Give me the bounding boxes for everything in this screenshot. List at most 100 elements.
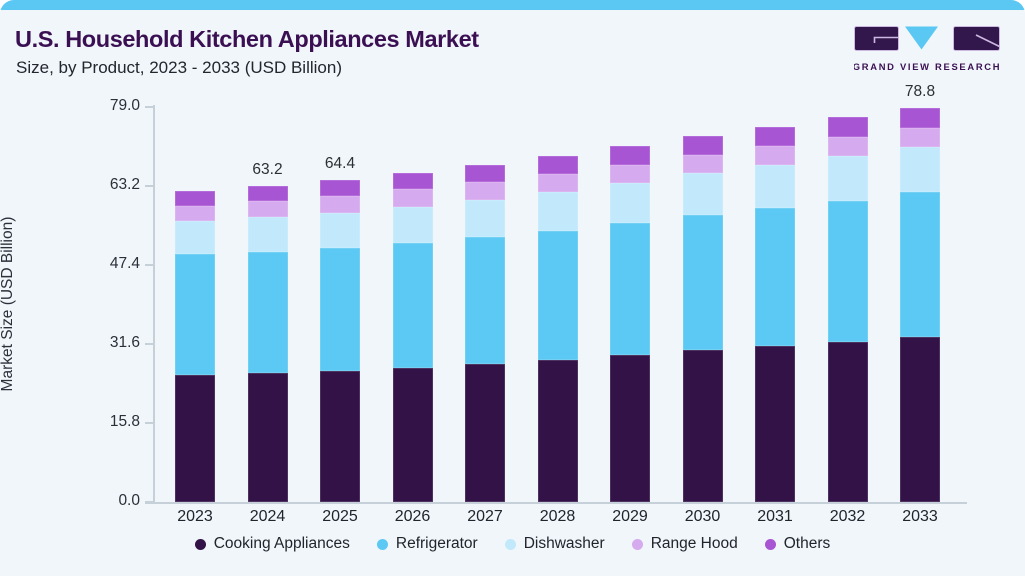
y-tick-label: 63.2 <box>109 176 140 193</box>
legend-item-others: Others <box>764 535 831 553</box>
bar-segment-others <box>392 173 433 189</box>
bar-segment-others <box>610 146 650 165</box>
y-tick-label: 31.6 <box>109 334 140 351</box>
stacked-bar-2025 <box>320 180 360 502</box>
x-tick-label-2033: 2033 <box>902 508 938 525</box>
bar-segment-range-hood <box>392 189 433 207</box>
bar-segment-range-hood <box>247 201 288 217</box>
bar-segment-refrigerator <box>465 237 505 364</box>
logo-wordmark: GRAND VIEW RESEARCH <box>854 61 1000 72</box>
legend-label: Cooking Appliances <box>213 535 350 552</box>
bar-segment-range-hood <box>827 137 868 156</box>
bar-total-label-2024: 63.2 <box>252 161 283 178</box>
y-tick-mark <box>145 185 153 187</box>
bar-segment-range-hood <box>537 173 578 192</box>
x-tick-label-2025: 2025 <box>322 508 358 525</box>
bar-segment-cooking-appliances <box>537 359 578 502</box>
bar-total-label-2033: 78.8 <box>904 83 936 100</box>
bar-segment-refrigerator <box>537 230 578 360</box>
bar-segment-cooking-appliances <box>755 345 795 502</box>
bar-segment-dishwasher <box>537 191 578 231</box>
bar-segment-others <box>175 191 215 206</box>
bar-segment-cooking-appliances <box>900 337 940 502</box>
x-tick-label-2023: 2023 <box>177 508 213 525</box>
bar-segment-others <box>682 135 723 155</box>
stacked-bar-2024 <box>247 186 288 502</box>
x-axis-line <box>145 502 967 504</box>
x-tick-label-2028: 2028 <box>539 508 576 525</box>
bar-segment-range-hood <box>682 154 723 173</box>
bar-segment-refrigerator <box>827 200 868 342</box>
logo-g-notch <box>873 36 899 43</box>
stacked-bar-2030 <box>682 135 723 502</box>
legend-dot-icon <box>194 538 206 550</box>
bar-segment-range-hood <box>610 164 650 183</box>
page-subtitle: Size, by Product, 2023 - 2033 (USD Billi… <box>16 58 342 77</box>
stacked-bar-2032 <box>827 117 868 502</box>
bar-segment-dishwasher <box>755 164 795 208</box>
y-tick-mark <box>145 343 153 345</box>
bar-segment-others <box>465 164 505 182</box>
y-tick-mark <box>145 422 153 424</box>
logo-g-shape <box>854 26 899 51</box>
stacked-bar-2031 <box>755 126 795 502</box>
legend-dot-icon <box>504 538 516 550</box>
bar-segment-range-hood <box>320 195 360 213</box>
bar-segment-cooking-appliances <box>392 367 433 502</box>
bar-segment-cooking-appliances <box>465 363 505 502</box>
x-tick-label-2031: 2031 <box>757 508 793 525</box>
bar-segment-cooking-appliances <box>682 350 723 502</box>
y-tick-label: 47.4 <box>109 255 140 272</box>
bar-segment-refrigerator <box>320 248 360 371</box>
x-tick-label-2027: 2027 <box>467 508 503 525</box>
y-axis-title: Market Size (USD Billion) <box>0 216 16 392</box>
legend-dot-icon <box>631 538 643 550</box>
bar-segment-dishwasher <box>827 156 868 201</box>
legend-item-cooking-appliances: Cooking Appliances <box>194 535 350 553</box>
y-tick-label: 79.0 <box>109 97 140 114</box>
legend-item-dishwasher: Dishwasher <box>504 535 605 553</box>
legend-label: Dishwasher <box>523 535 605 552</box>
bar-segment-cooking-appliances <box>610 355 650 502</box>
y-tick-mark <box>145 501 153 503</box>
y-axis-line <box>153 105 155 502</box>
legend-label: Others <box>783 535 831 552</box>
bar-segment-cooking-appliances <box>320 371 360 502</box>
bar-segment-dishwasher <box>610 182 650 223</box>
bar-segment-refrigerator <box>247 251 288 373</box>
bar-segment-dishwasher <box>465 199 505 237</box>
bar-segment-dishwasher <box>900 146 940 192</box>
stacked-bar-2026 <box>392 173 433 502</box>
legend-label: Range Hood <box>650 535 738 552</box>
bar-segment-refrigerator <box>682 215 723 350</box>
bar-segment-others <box>900 108 940 128</box>
top-accent-bar <box>0 0 1025 10</box>
legend-label: Refrigerator <box>395 535 478 552</box>
legend-dot-icon <box>376 538 388 550</box>
bar-segment-cooking-appliances <box>247 373 288 502</box>
logo-r-leg <box>975 34 1000 48</box>
logo-v-shape <box>905 26 938 50</box>
legend-dot-icon <box>764 538 776 550</box>
y-tick-mark <box>145 106 153 108</box>
bar-segment-others <box>827 117 868 137</box>
bar-segment-range-hood <box>175 205 215 221</box>
page-title: U.S. Household Kitchen Appliances Market <box>15 26 479 52</box>
x-tick-label-2030: 2030 <box>684 508 721 525</box>
bar-segment-others <box>755 126 795 146</box>
bar-segment-range-hood <box>900 128 940 147</box>
bar-segment-refrigerator <box>610 223 650 355</box>
y-tick-mark <box>145 264 153 266</box>
bar-segment-others <box>320 180 360 196</box>
x-tick-label-2024: 2024 <box>249 508 286 525</box>
x-tick-label-2029: 2029 <box>612 508 648 525</box>
legend-item-range-hood: Range Hood <box>631 535 738 553</box>
bar-segment-refrigerator <box>175 254 215 375</box>
stacked-bar-2023 <box>175 191 215 502</box>
bar-segment-cooking-appliances <box>175 375 215 502</box>
grand-view-research-logo: GRAND VIEW RESEARCH <box>854 26 1000 72</box>
bar-segment-others <box>247 186 288 201</box>
bar-segment-others <box>537 155 578 174</box>
